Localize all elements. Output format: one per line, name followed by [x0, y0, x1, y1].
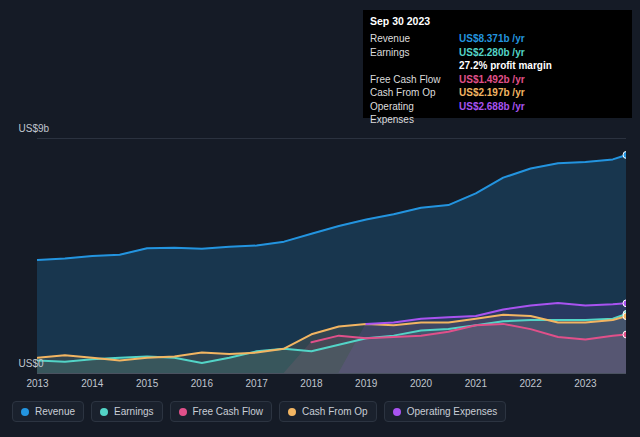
html-text:US$2.688b /yr: US$2.688b /yr [459, 100, 525, 112]
html-text:Earnings: Earnings [370, 46, 410, 58]
svg-text:2015: 2015 [136, 378, 159, 389]
svg-text:US$9b: US$9b [19, 123, 50, 134]
svg-text:2017: 2017 [246, 378, 269, 389]
html-text:Free Cash Flow: Free Cash Flow [192, 406, 264, 417]
svg-text:2014: 2014 [81, 378, 104, 389]
html-text:Cash From Op: Cash From Op [370, 87, 436, 98]
svg-text:2019: 2019 [355, 378, 378, 389]
svg-text:2013: 2013 [26, 378, 49, 389]
svg-text:2018: 2018 [300, 378, 323, 389]
html-text:US$2.197b /yr: US$2.197b /yr [459, 87, 525, 98]
html-text:27.2% profit margin: 27.2% profit margin [459, 60, 552, 71]
html-text:Earnings: Earnings [114, 406, 154, 417]
html-text:Cash From Op: Cash From Op [302, 406, 368, 417]
svg-text:2021: 2021 [465, 378, 488, 389]
html-text:Operating Expenses: Operating Expenses [370, 100, 414, 125]
html-text:Operating Expenses: Operating Expenses [406, 406, 498, 417]
svg-text:2020: 2020 [410, 378, 433, 389]
html-text:Revenue: Revenue [35, 406, 75, 417]
html-text:Free Cash Flow: Free Cash Flow [370, 73, 441, 85]
svg-text:2023: 2023 [574, 378, 597, 389]
svg-text:2016: 2016 [191, 378, 214, 389]
svg-text:US$0: US$0 [19, 358, 44, 369]
html-text:US$1.492b /yr: US$1.492b /yr [459, 73, 525, 85]
html-text:Revenue: Revenue [370, 33, 410, 44]
html-text:US$8.371b /yr: US$8.371b /yr [459, 33, 525, 44]
svg-text:2022: 2022 [519, 378, 542, 389]
html-text:US$2.280b /yr: US$2.280b /yr [459, 46, 525, 58]
html-text:Sep 30 2023: Sep 30 2023 [370, 15, 431, 27]
